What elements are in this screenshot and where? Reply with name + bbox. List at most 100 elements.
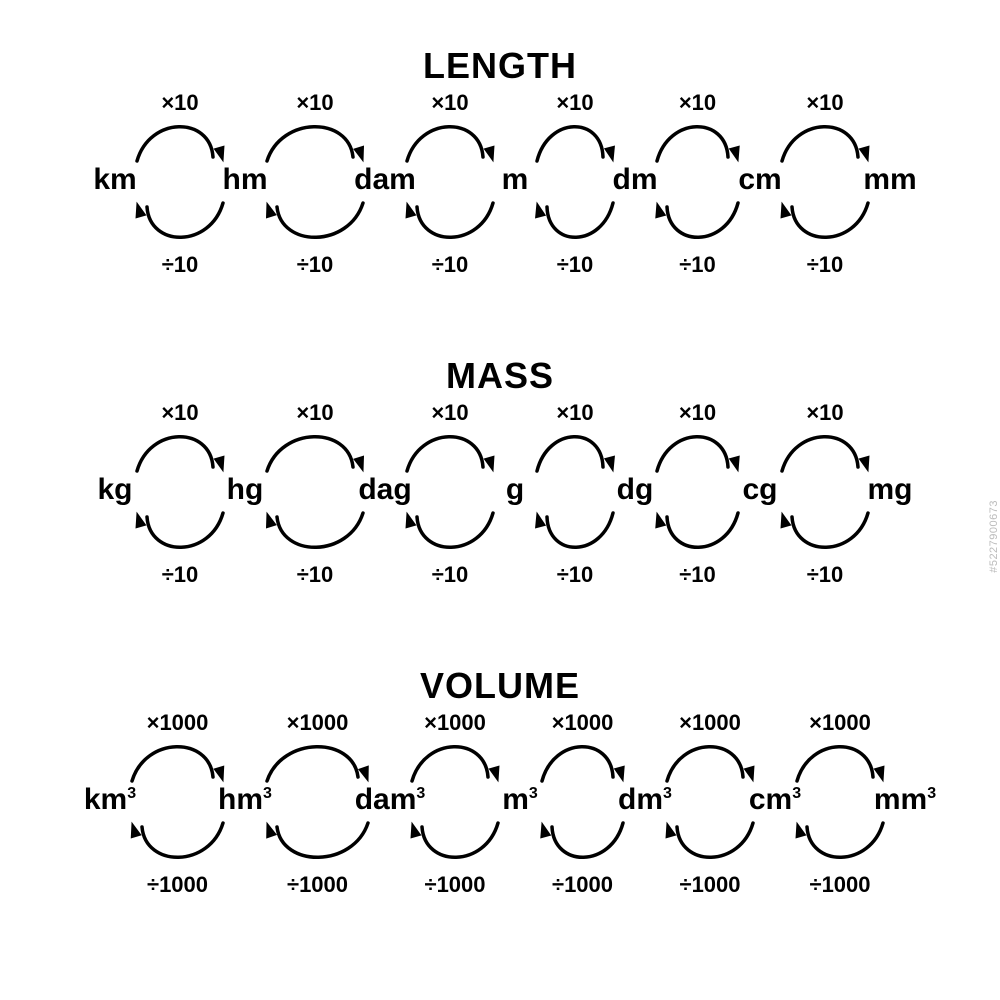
bot-arrowhead bbox=[781, 203, 791, 218]
top-arrowhead bbox=[214, 766, 224, 781]
unit-sup: 3 bbox=[663, 785, 672, 802]
top-arrowhead bbox=[354, 456, 364, 471]
unit-base: dam bbox=[355, 783, 417, 816]
unit-base: hm bbox=[218, 783, 263, 816]
top-arc bbox=[782, 127, 858, 161]
bot-op: ÷10 bbox=[679, 252, 716, 278]
unit-base: m bbox=[502, 783, 529, 816]
top-op: ×10 bbox=[161, 400, 198, 426]
top-op: ×10 bbox=[556, 90, 593, 116]
section-volume: VOLUME×1000÷1000×1000÷1000×1000÷1000×100… bbox=[0, 665, 1000, 945]
top-op: ×10 bbox=[556, 400, 593, 426]
top-arc bbox=[267, 127, 353, 161]
top-arc bbox=[132, 747, 213, 781]
unit-base: kg bbox=[97, 473, 132, 506]
bot-arc bbox=[792, 513, 868, 547]
unit-base: dam bbox=[354, 163, 416, 196]
bot-arc bbox=[547, 513, 613, 547]
unit-volume-dm3: dm3 bbox=[618, 783, 672, 817]
top-arrowhead bbox=[484, 146, 494, 161]
unit-base: mm bbox=[874, 783, 927, 816]
unit-mass-kg: kg bbox=[97, 473, 132, 507]
unit-sup: 3 bbox=[792, 785, 801, 802]
unit-base: hg bbox=[227, 473, 264, 506]
unit-mass-dag: dag bbox=[358, 473, 411, 507]
bot-op: ÷10 bbox=[557, 252, 594, 278]
bot-op: ÷1000 bbox=[424, 872, 485, 898]
bot-arrowhead bbox=[656, 203, 666, 218]
bot-op: ÷10 bbox=[162, 252, 199, 278]
top-arrowhead bbox=[489, 766, 499, 781]
unit-base: mm bbox=[863, 163, 916, 196]
unit-volume-m3: m3 bbox=[502, 783, 538, 817]
unit-length-cm: cm bbox=[738, 163, 781, 197]
top-arrowhead bbox=[214, 456, 224, 471]
bot-arc bbox=[552, 823, 623, 857]
arcs-length bbox=[0, 45, 1000, 325]
top-op: ×10 bbox=[806, 400, 843, 426]
bot-arrowhead bbox=[136, 513, 146, 528]
bot-op: ÷10 bbox=[557, 562, 594, 588]
top-op: ×10 bbox=[296, 90, 333, 116]
unit-volume-cm3: cm3 bbox=[749, 783, 801, 817]
top-arc bbox=[267, 747, 358, 781]
top-arc bbox=[657, 437, 728, 471]
unit-volume-mm3: mm3 bbox=[874, 783, 936, 817]
bot-arrowhead bbox=[406, 513, 416, 528]
unit-mass-cg: cg bbox=[742, 473, 777, 507]
unit-base: cm bbox=[749, 783, 792, 816]
top-arc bbox=[407, 127, 483, 161]
bot-arrowhead bbox=[541, 823, 551, 838]
bot-arrowhead bbox=[267, 823, 276, 838]
top-arrowhead bbox=[615, 766, 625, 781]
unit-mass-dg: dg bbox=[617, 473, 654, 507]
arcs-mass bbox=[0, 355, 1000, 635]
unit-length-mm: mm bbox=[863, 163, 916, 197]
top-arc bbox=[782, 437, 858, 471]
bot-op: ÷1000 bbox=[552, 872, 613, 898]
unit-base: hm bbox=[223, 163, 268, 196]
unit-sup: 3 bbox=[127, 785, 136, 802]
unit-mass-mg: mg bbox=[868, 473, 913, 507]
page: #5227900673 LENGTH×10÷10×10÷10×10÷10×10÷… bbox=[0, 0, 1000, 1000]
bot-arc bbox=[147, 513, 223, 547]
bot-op: ÷10 bbox=[297, 562, 334, 588]
bot-arrowhead bbox=[406, 203, 416, 218]
top-op: ×10 bbox=[431, 400, 468, 426]
top-arc bbox=[412, 747, 488, 781]
unit-base: m bbox=[502, 163, 529, 196]
top-arrowhead bbox=[214, 146, 224, 161]
bot-op: ÷10 bbox=[807, 562, 844, 588]
top-op: ×1000 bbox=[424, 710, 486, 736]
bot-op: ÷1000 bbox=[679, 872, 740, 898]
bot-arrowhead bbox=[796, 823, 806, 838]
bot-arc bbox=[792, 203, 868, 237]
bot-op: ÷10 bbox=[297, 252, 334, 278]
bot-arrowhead bbox=[131, 823, 141, 838]
bot-arc bbox=[667, 513, 738, 547]
bot-arc bbox=[417, 513, 493, 547]
bot-arc bbox=[807, 823, 883, 857]
bot-arrowhead bbox=[781, 513, 791, 528]
top-arc bbox=[657, 127, 728, 161]
bot-op: ÷10 bbox=[679, 562, 716, 588]
section-length: LENGTH×10÷10×10÷10×10÷10×10÷10×10÷10×10÷… bbox=[0, 45, 1000, 325]
unit-base: km bbox=[84, 783, 127, 816]
unit-volume-dam3: dam3 bbox=[355, 783, 426, 817]
unit-mass-g: g bbox=[506, 473, 524, 507]
top-arrowhead bbox=[484, 456, 494, 471]
bot-arc bbox=[547, 203, 613, 237]
unit-base: km bbox=[93, 163, 136, 196]
top-arc bbox=[137, 127, 213, 161]
bot-arc bbox=[147, 203, 223, 237]
bot-arc bbox=[677, 823, 753, 857]
bot-op: ÷10 bbox=[432, 252, 469, 278]
top-arc bbox=[797, 747, 873, 781]
top-op: ×1000 bbox=[679, 710, 741, 736]
top-arc bbox=[537, 127, 603, 161]
unit-base: cm bbox=[738, 163, 781, 196]
top-arc bbox=[267, 437, 353, 471]
top-op: ×10 bbox=[679, 90, 716, 116]
bot-arc bbox=[277, 513, 363, 547]
top-op: ×1000 bbox=[552, 710, 614, 736]
